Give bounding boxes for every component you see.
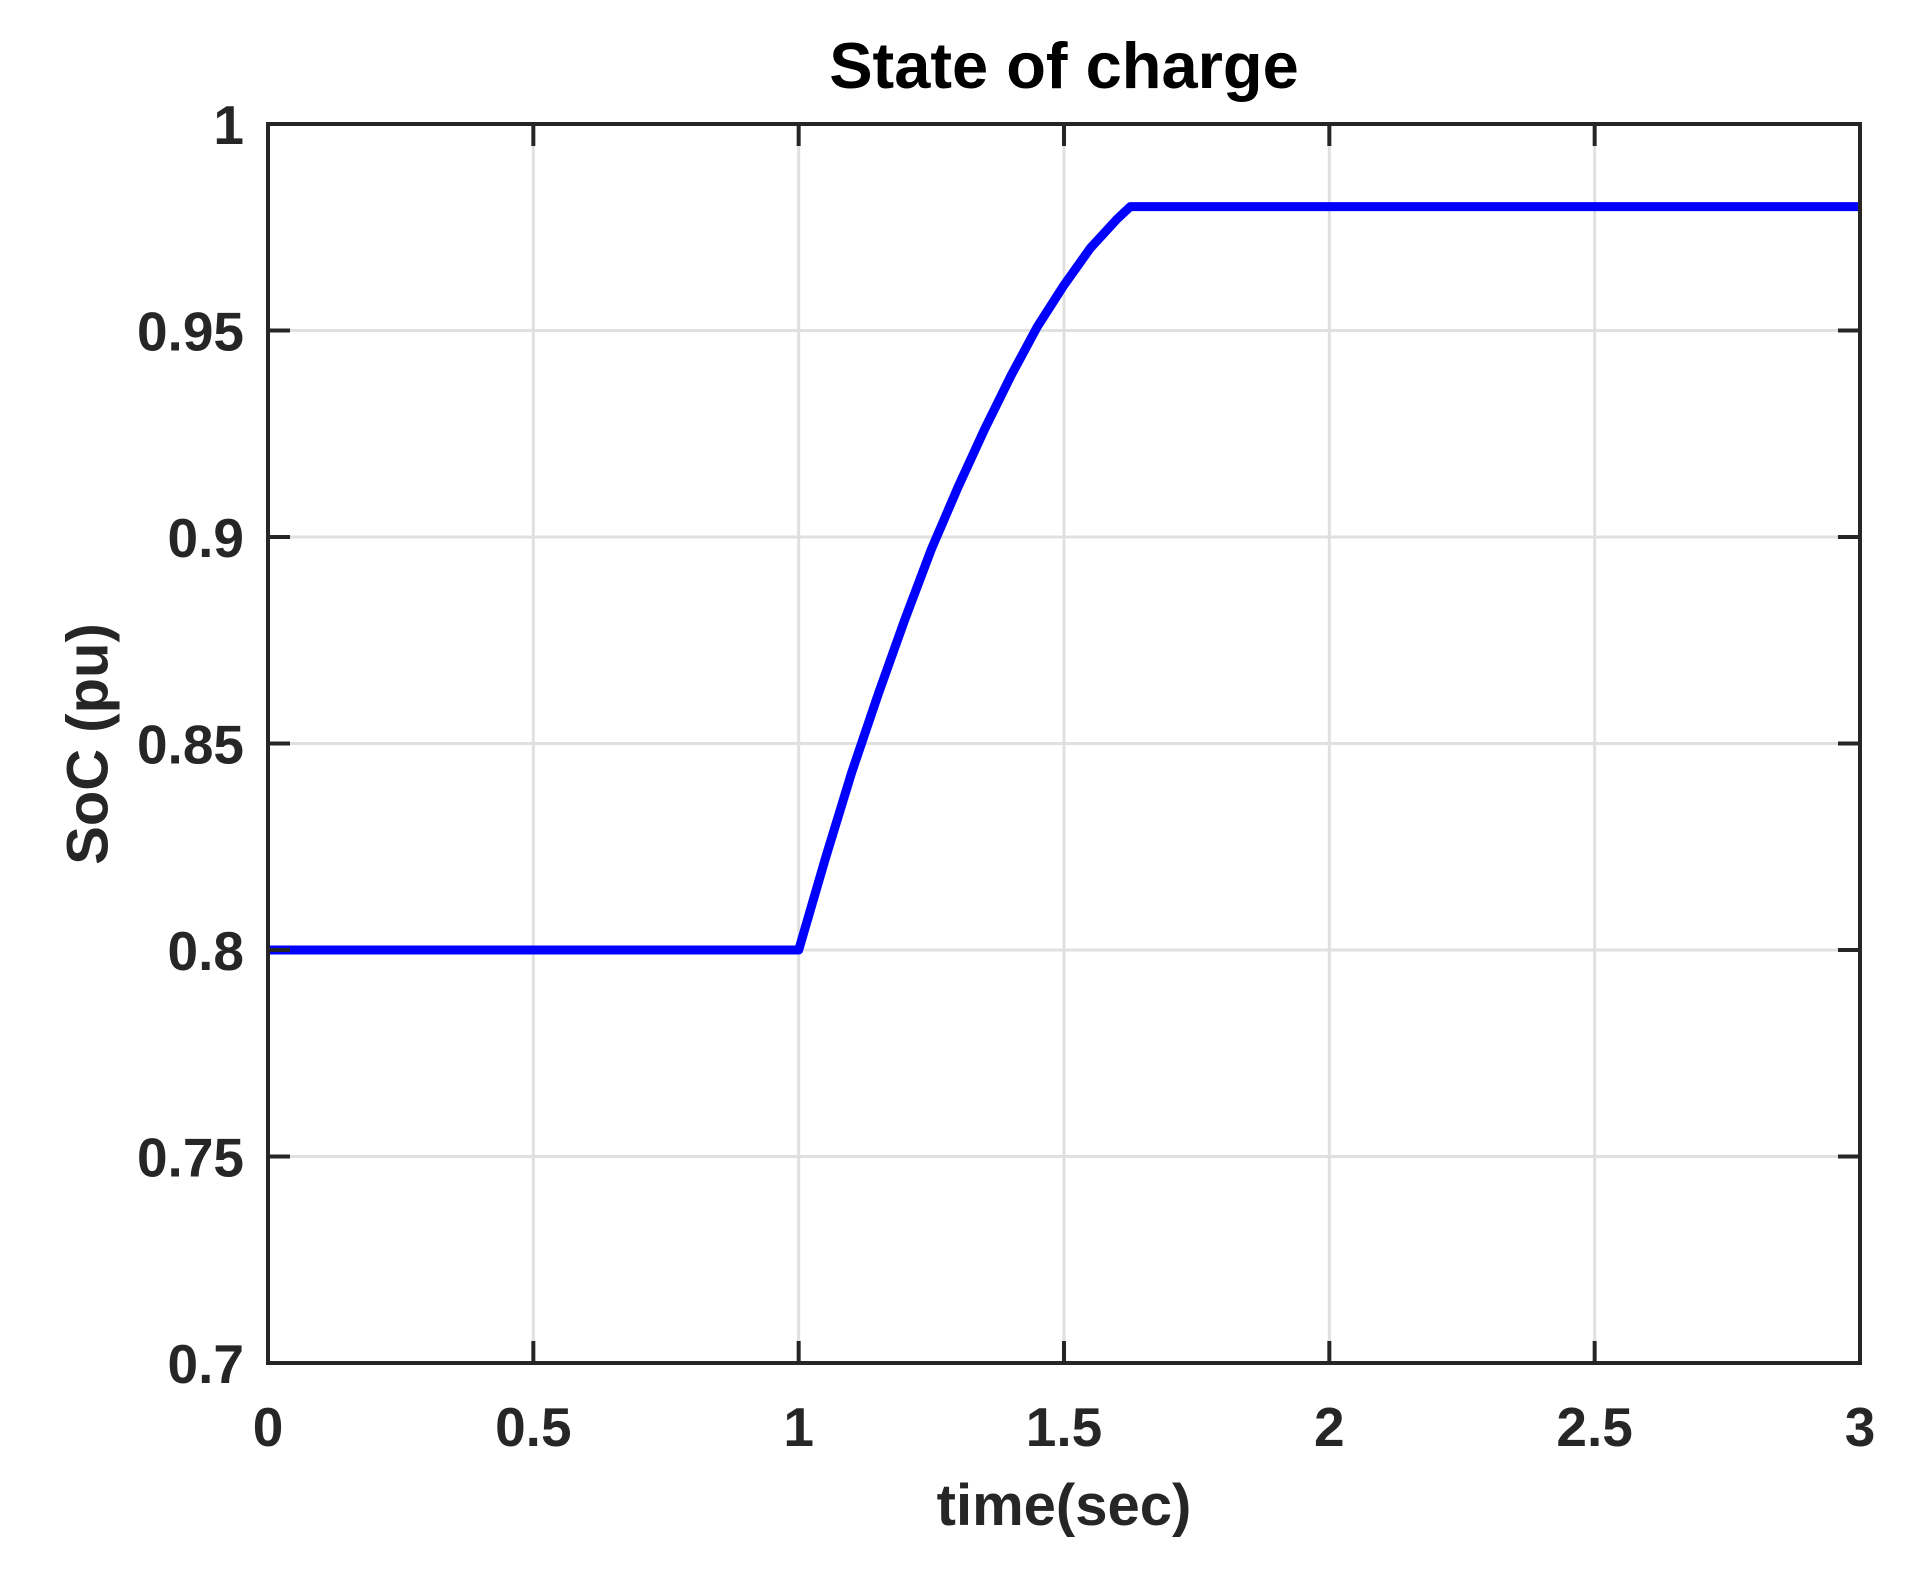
soc-line <box>268 202 1860 955</box>
x-tick-label: 2 <box>1314 1396 1345 1458</box>
y-tick-label: 0.95 <box>137 301 244 363</box>
y-tick-label: 1 <box>213 94 244 156</box>
y-axis-label: SoC (pu) <box>55 623 121 865</box>
x-tick-label: 3 <box>1845 1396 1876 1458</box>
x-tick-label: 2.5 <box>1556 1396 1632 1458</box>
x-tick-label: 1.5 <box>1026 1396 1102 1458</box>
x-axis-label: time(sec) <box>936 1473 1192 1538</box>
y-tick-label: 0.7 <box>168 1333 244 1395</box>
x-tick-label: 1 <box>783 1396 814 1458</box>
y-tick-label: 0.75 <box>137 1127 244 1189</box>
x-tick-label: 0 <box>253 1396 284 1458</box>
y-tick-label: 0.8 <box>168 920 244 982</box>
y-tick-label: 0.9 <box>168 507 244 569</box>
chart-title: State of charge <box>829 29 1299 102</box>
x-tick-label: 0.5 <box>495 1396 571 1458</box>
y-tick-label: 0.85 <box>137 714 244 776</box>
